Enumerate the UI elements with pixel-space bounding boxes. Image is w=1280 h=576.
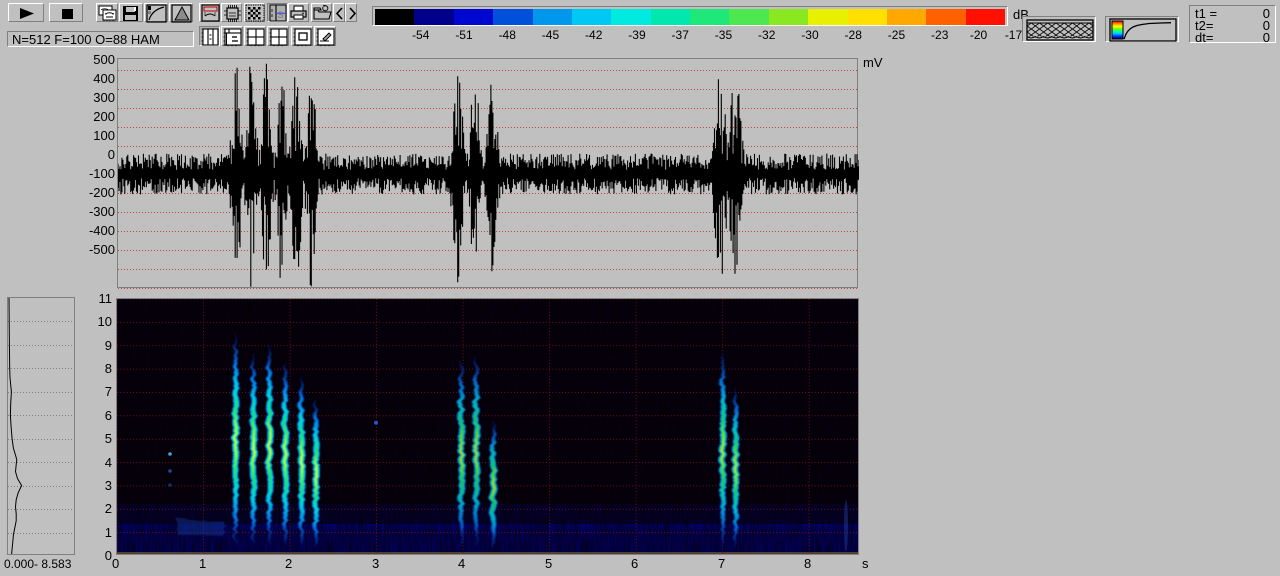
svg-text:S: S <box>278 10 284 20</box>
